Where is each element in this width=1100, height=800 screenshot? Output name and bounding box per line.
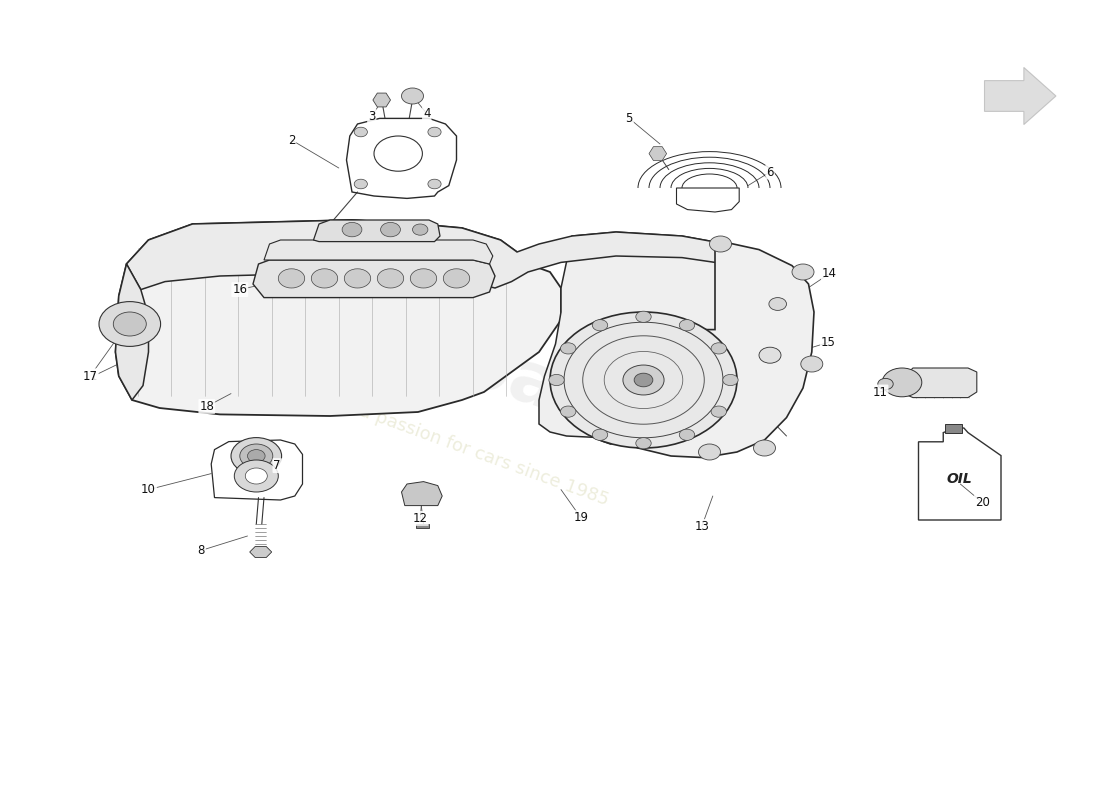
Polygon shape	[116, 220, 561, 416]
Circle shape	[234, 460, 278, 492]
Text: 4: 4	[424, 107, 430, 120]
Text: 2: 2	[288, 134, 295, 146]
Circle shape	[723, 374, 738, 386]
Circle shape	[342, 222, 362, 237]
Polygon shape	[649, 146, 667, 161]
Text: 8: 8	[198, 544, 205, 557]
Circle shape	[231, 438, 282, 474]
Circle shape	[278, 269, 305, 288]
Circle shape	[636, 311, 651, 322]
Polygon shape	[539, 232, 786, 438]
Polygon shape	[264, 240, 493, 264]
Circle shape	[311, 269, 338, 288]
Circle shape	[377, 269, 404, 288]
Circle shape	[240, 444, 273, 468]
Circle shape	[636, 438, 651, 449]
Text: 20: 20	[975, 496, 990, 509]
Circle shape	[759, 347, 781, 363]
Text: 12: 12	[412, 512, 428, 525]
Circle shape	[549, 374, 564, 386]
Text: 5: 5	[626, 112, 632, 125]
Text: 6: 6	[767, 166, 773, 178]
Circle shape	[623, 365, 664, 395]
Circle shape	[344, 269, 371, 288]
Circle shape	[99, 302, 161, 346]
Text: 1: 1	[90, 370, 97, 382]
Circle shape	[801, 356, 823, 372]
Circle shape	[381, 222, 400, 237]
Text: 7: 7	[274, 459, 280, 472]
Circle shape	[769, 298, 786, 310]
Circle shape	[561, 342, 576, 354]
Circle shape	[354, 179, 367, 189]
Circle shape	[113, 312, 146, 336]
Text: 16: 16	[232, 283, 248, 296]
Polygon shape	[253, 260, 495, 298]
Text: 13: 13	[694, 520, 710, 533]
Polygon shape	[314, 220, 440, 242]
Polygon shape	[900, 368, 977, 398]
Circle shape	[550, 312, 737, 448]
Circle shape	[592, 429, 607, 440]
Polygon shape	[594, 240, 814, 458]
Text: OIL: OIL	[947, 472, 972, 486]
Circle shape	[428, 127, 441, 137]
Circle shape	[410, 269, 437, 288]
Circle shape	[592, 320, 607, 331]
Circle shape	[443, 269, 470, 288]
Polygon shape	[126, 220, 786, 290]
Circle shape	[248, 450, 265, 462]
Text: 11: 11	[872, 386, 888, 398]
Circle shape	[878, 378, 893, 390]
Circle shape	[710, 236, 732, 252]
Text: 17: 17	[82, 370, 98, 382]
Circle shape	[402, 88, 424, 104]
Circle shape	[680, 429, 695, 440]
Circle shape	[561, 406, 576, 418]
Polygon shape	[373, 93, 390, 107]
Polygon shape	[250, 546, 272, 558]
Circle shape	[711, 342, 726, 354]
Circle shape	[680, 320, 695, 331]
Circle shape	[698, 444, 720, 460]
Circle shape	[711, 406, 726, 418]
Text: eurospares: eurospares	[235, 250, 689, 470]
Polygon shape	[945, 424, 962, 433]
Circle shape	[634, 373, 653, 387]
Polygon shape	[402, 482, 442, 506]
Polygon shape	[116, 264, 148, 400]
Text: 18: 18	[199, 400, 214, 413]
Polygon shape	[416, 524, 429, 528]
Circle shape	[882, 368, 922, 397]
Circle shape	[354, 127, 367, 137]
Text: a passion for cars since 1985: a passion for cars since 1985	[356, 402, 612, 510]
Text: 3: 3	[368, 110, 375, 122]
Text: 19: 19	[573, 511, 588, 524]
Text: 10: 10	[141, 483, 156, 496]
Circle shape	[792, 264, 814, 280]
Circle shape	[754, 440, 776, 456]
Circle shape	[428, 179, 441, 189]
Text: 15: 15	[821, 336, 836, 349]
Circle shape	[245, 468, 267, 484]
Text: 14: 14	[822, 267, 837, 280]
Polygon shape	[984, 67, 1056, 125]
Circle shape	[412, 224, 428, 235]
